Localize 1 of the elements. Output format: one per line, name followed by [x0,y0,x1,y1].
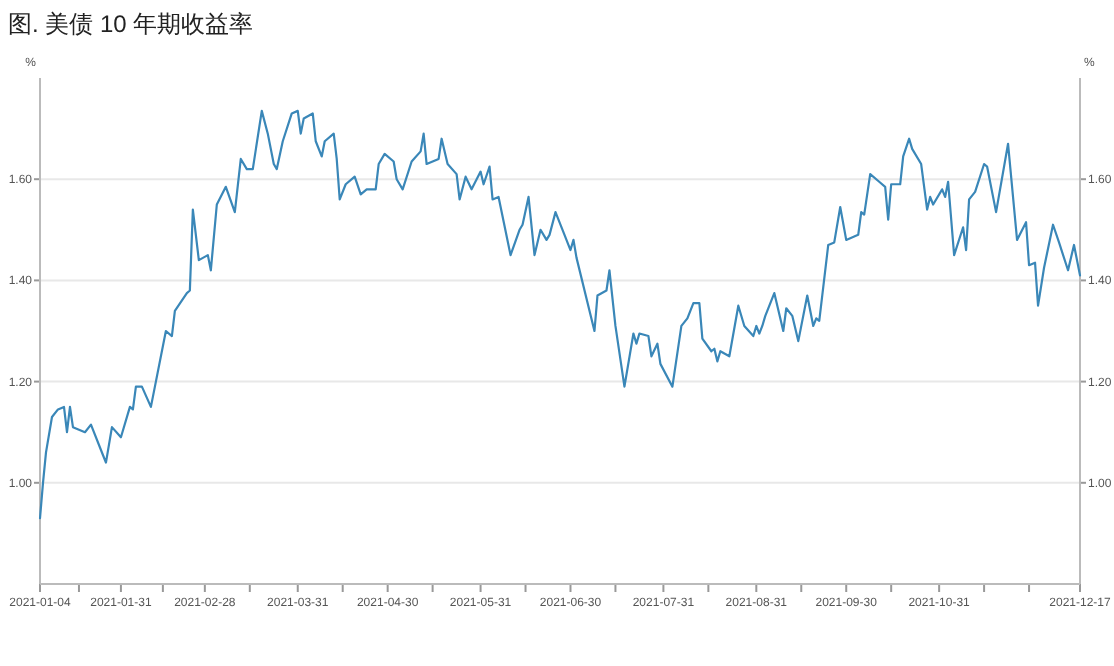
title: 图. 美债 10 年期收益率 [8,10,254,38]
